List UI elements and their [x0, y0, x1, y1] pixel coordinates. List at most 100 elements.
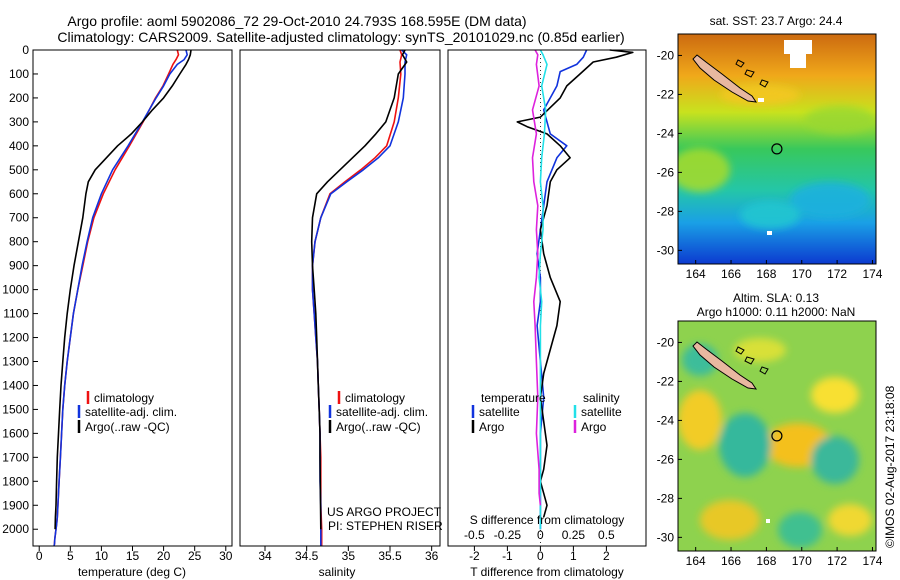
- map-xtick-label: 170: [792, 554, 812, 568]
- temperature-line-argo: [54, 49, 192, 530]
- loyalty-island: [759, 79, 769, 88]
- map-ytick-label: -22: [657, 87, 675, 101]
- difference-line-t-argo: [516, 49, 634, 518]
- sla-high-patch: [811, 377, 859, 413]
- salinity-legend: climatology satellite-adj. clim. Argo(..…: [328, 391, 428, 434]
- map-xtick-label: 172: [827, 554, 847, 568]
- map-ytick-label: -30: [657, 530, 675, 544]
- salinity-xtick-label: 35: [342, 549, 356, 563]
- map-xtick-label: 166: [721, 267, 741, 281]
- map-ytick-label: -26: [657, 452, 675, 466]
- legend-label-s-satellite: satellite: [581, 405, 622, 419]
- salinity-xtick-label: 36: [425, 549, 439, 563]
- difference-s-xtick-label: 0: [537, 528, 544, 542]
- difference-legend: temperature salinity satellite Argo sate…: [471, 391, 622, 434]
- depth-tick-label: 800: [9, 235, 29, 249]
- legend-label-satellite: satellite-adj. clim.: [85, 405, 177, 419]
- new-caledonia-island: [692, 341, 758, 390]
- map-ytick-label: -20: [657, 335, 675, 349]
- legend-label-argo: Argo(..raw -QC): [85, 420, 170, 434]
- sla-low-patch: [811, 436, 859, 484]
- map-xtick-label: 174: [862, 554, 882, 568]
- depth-tick-label: 1400: [2, 378, 29, 392]
- depth-tick-label: 1100: [3, 307, 29, 321]
- sst-warm-patch: [805, 106, 875, 134]
- sla-map-title-2: Argo h1000: 0.11 h2000: NaN: [697, 305, 856, 319]
- difference-s-xtick-label: 0.25: [562, 528, 586, 542]
- legend-label-t-satellite: satellite: [479, 405, 520, 419]
- salinity-axes-frame: [239, 49, 441, 547]
- depth-tick-label: 1700: [2, 450, 29, 464]
- map-xtick-label: 164: [686, 267, 706, 281]
- depth-tick-label: 1300: [2, 354, 29, 368]
- salinity-xtick-label: 35.5: [378, 549, 402, 563]
- argo-position-marker: [771, 143, 783, 155]
- salinity-xlabel: salinity: [319, 565, 356, 579]
- argo-position-marker: [771, 430, 783, 442]
- depth-tick-label: 1900: [2, 498, 29, 512]
- missing-data-patch: [758, 98, 764, 102]
- difference-axes-frame: [447, 49, 647, 547]
- map-xtick-label: 174: [862, 267, 882, 281]
- missing-data-patch: [790, 52, 806, 68]
- depth-tick-label: 100: [9, 67, 29, 81]
- depth-tick-label: 1800: [2, 474, 29, 488]
- salinity-line-climatology: [311, 49, 403, 546]
- sst-cool-patch: [790, 182, 870, 218]
- temperature-xtick-label: 15: [126, 549, 140, 563]
- sla-low-patch: [719, 413, 771, 477]
- map-ytick-label: -24: [657, 126, 675, 140]
- legend-label-s-argo: Argo: [581, 420, 607, 434]
- temperature-xlabel: temperature (deg C): [78, 565, 186, 579]
- new-caledonia-island: [692, 54, 758, 103]
- salinity-line-argo: [310, 49, 408, 530]
- sst-cool-patch: [740, 201, 800, 229]
- difference-s-xtick-label: 0.5: [598, 528, 615, 542]
- depth-tick-label: 900: [9, 259, 29, 273]
- difference-s-xtick-label: -0.25: [494, 528, 522, 542]
- salinity-xtick-label: 34.5: [295, 549, 319, 563]
- legend-label-climatology: climatology: [94, 391, 154, 405]
- sla-map-panel: Altim. SLA: 0.13 Argo h1000: 0.11 h2000:…: [657, 291, 883, 568]
- depth-tick-label: 600: [9, 187, 29, 201]
- pi-annotation: PI: STEPHEN RISER: [328, 519, 443, 533]
- sst-map-frame: [677, 33, 877, 265]
- sla-high-patch: [828, 504, 872, 536]
- missing-data-patch: [766, 519, 770, 523]
- temperature-line-climatology: [53, 49, 180, 547]
- header-line-2: Climatology: CARS2009. Satellite-adjuste…: [57, 29, 624, 45]
- map-ytick-label: -24: [657, 413, 675, 427]
- missing-data-patch: [767, 231, 772, 235]
- depth-tick-label: 1500: [2, 402, 29, 416]
- temperature-xtick-label: 10: [95, 549, 109, 563]
- sla-map-title-1: Altim. SLA: 0.13: [733, 291, 819, 305]
- depth-tick-label: 700: [9, 211, 29, 225]
- temperature-xtick-label: 20: [157, 549, 171, 563]
- loyalty-island: [744, 69, 755, 78]
- salinity-xtick-label: 34: [258, 549, 272, 563]
- legend-label-climatology: climatology: [345, 391, 405, 405]
- map-xtick-label: 172: [827, 267, 847, 281]
- temperature-legend: climatology satellite-adj. clim. Argo(..…: [77, 391, 177, 434]
- legend-label-satellite: satellite-adj. clim.: [336, 405, 428, 419]
- legend-label-argo: Argo(..raw -QC): [336, 420, 421, 434]
- difference-t-xtick-label: -2: [469, 549, 480, 563]
- difference-t-xtick-label: 2: [603, 549, 610, 563]
- salinity-line-satellite: [311, 49, 408, 546]
- temperature-line-satellite: [53, 49, 188, 547]
- temperature-xtick-label: 0: [36, 549, 43, 563]
- loyalty-island: [735, 59, 745, 68]
- sla-high-patch: [734, 338, 786, 362]
- legend-title-salinity: salinity: [583, 391, 620, 405]
- legend-title-temperature: temperature: [481, 391, 546, 405]
- depth-tick-label: 0: [22, 43, 29, 57]
- temperature-axes-frame: [32, 49, 233, 547]
- sst-warm-patch: [678, 148, 730, 192]
- map-ytick-label: -30: [657, 243, 675, 257]
- sla-high-patch: [700, 500, 760, 540]
- sst-map-panel: sat. SST: 23.7 Argo: 24.4 164 166 168 170 17…: [657, 14, 883, 281]
- depth-tick-label: 200: [9, 91, 29, 105]
- depth-tick-label: 400: [9, 139, 29, 153]
- map-xtick-label: 168: [756, 267, 776, 281]
